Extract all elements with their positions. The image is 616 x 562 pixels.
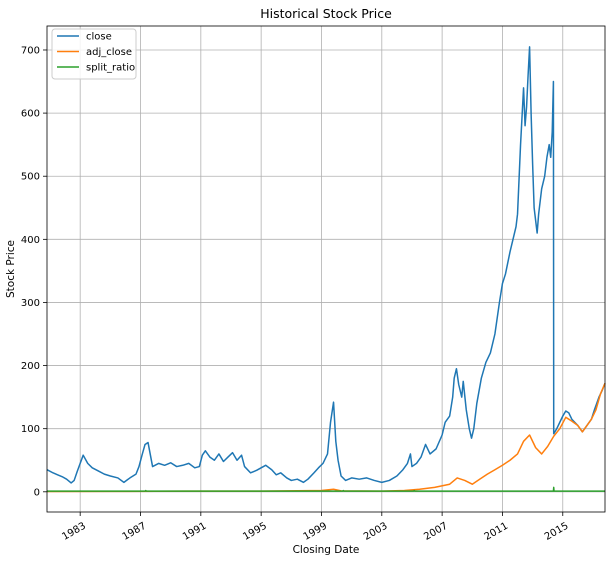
y-tick-label: 600 — [21, 109, 40, 120]
y-axis: 0 100 200 300 400 500 600 700 — [21, 45, 47, 498]
x-tick-label: 1987 — [121, 521, 149, 543]
y-tick-label: 200 — [21, 361, 40, 372]
y-tick-label: 0 — [34, 487, 40, 498]
legend: close adj_close split_ratio — [51, 28, 137, 80]
plot-frame — [46, 25, 606, 513]
y-tick-label: 100 — [21, 424, 40, 435]
series-line-close — [46, 46, 606, 484]
series-line-adj_close — [46, 382, 606, 493]
x-tick-label: 1999 — [302, 521, 330, 543]
y-tick-label: 300 — [21, 298, 40, 309]
legend-label-adj_close: adj_close — [86, 47, 132, 58]
y-tick-label: 700 — [21, 45, 40, 56]
series-layer — [46, 46, 606, 493]
x-tick-label: 2015 — [543, 521, 571, 543]
x-tick-label: 1983 — [60, 521, 88, 543]
series-line-split_ratio — [47, 486, 605, 492]
x-axis-label: Closing Date — [293, 544, 360, 556]
legend-label-split_ratio: split_ratio — [86, 63, 135, 74]
y-tick-label: 500 — [21, 172, 40, 183]
chart-title: Historical Stock Price — [260, 6, 392, 21]
y-axis-label: Stock Price — [5, 240, 17, 298]
x-tick-label: 2007 — [422, 521, 450, 543]
x-tick-label: 2011 — [483, 521, 511, 543]
grid-layer — [47, 26, 605, 512]
x-tick-label: 1991 — [181, 521, 209, 543]
x-axis: 1983 1987 1991 1995 1999 2003 2007 2011 2015 — [60, 512, 570, 543]
x-tick-label: 1995 — [241, 521, 269, 543]
x-tick-label: 2003 — [362, 521, 390, 543]
y-tick-label: 400 — [21, 235, 40, 246]
legend-label-close: close — [86, 32, 112, 43]
